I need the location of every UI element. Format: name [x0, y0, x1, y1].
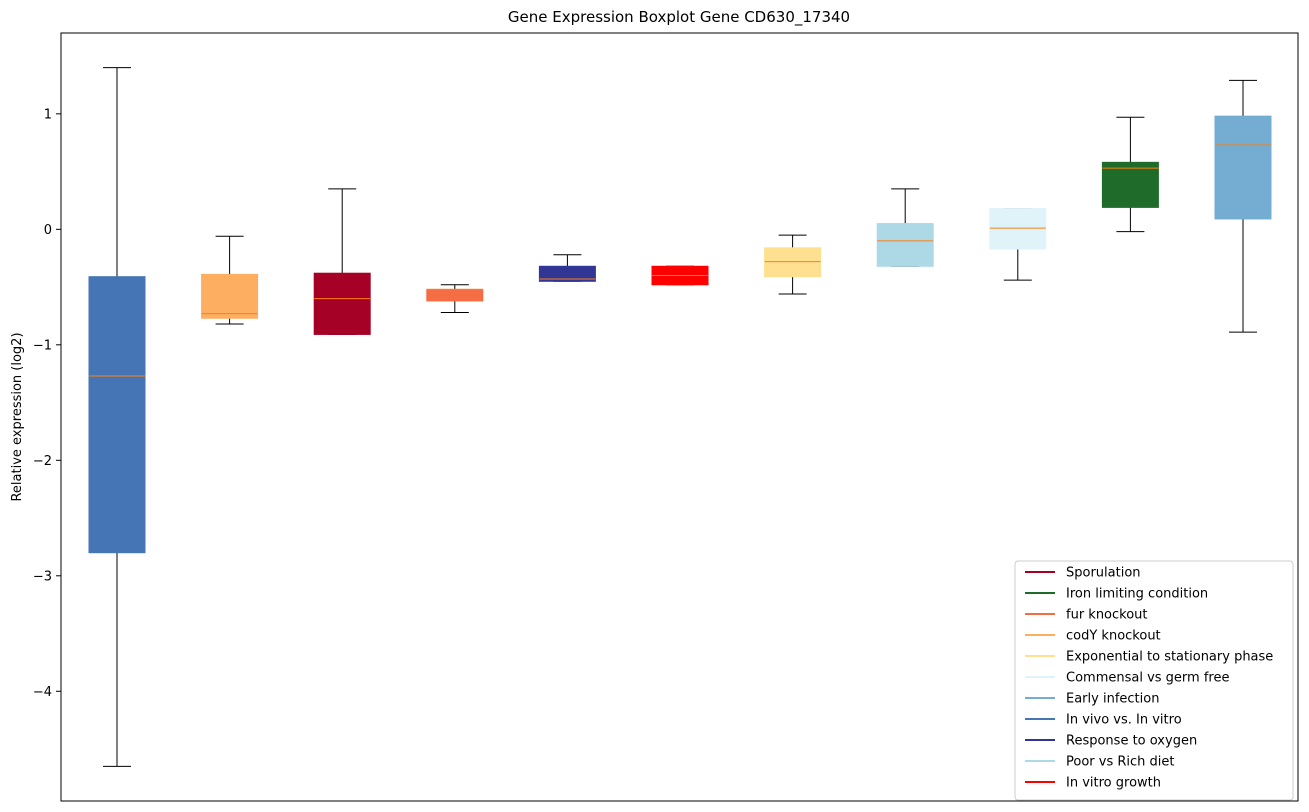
boxes-group [88, 67, 1272, 767]
y-axis-label: Relative expression (log2) [10, 332, 25, 501]
legend-label-9: Poor vs Rich diet [1066, 755, 1174, 770]
box-body-4 [538, 265, 596, 282]
box-4 [538, 254, 596, 282]
box-8 [989, 208, 1047, 281]
box-7 [876, 188, 934, 267]
legend-frame [1014, 560, 1294, 801]
chart-title: Gene Expression Boxplot Gene CD630_17340 [508, 8, 850, 27]
box-3 [426, 284, 484, 313]
y-axis-ticks: 1 0 −1 −2 −3 −4 [33, 107, 61, 700]
box-body-7 [876, 223, 934, 267]
legend-label-5: Commensal vs germ free [1066, 671, 1229, 686]
plot-frame [60, 32, 1299, 802]
box-5 [651, 265, 709, 286]
y-tick-label-4: −3 [33, 569, 52, 584]
legend-label-0: Sporulation [1066, 566, 1141, 581]
legend-label-1: Iron limiting condition [1066, 587, 1208, 602]
box-0 [88, 67, 146, 767]
y-tick-label-5: −4 [33, 685, 52, 700]
y-tick-label-2: −1 [33, 338, 52, 353]
y-tick-label-1: 0 [44, 223, 52, 238]
box-body-9 [1101, 161, 1159, 208]
legend: Sporulation Iron limiting condition fur kn… [1014, 560, 1294, 801]
box-9 [1101, 116, 1159, 233]
box-6 [764, 234, 822, 295]
box-1 [201, 235, 259, 325]
box-10 [1214, 79, 1272, 333]
legend-label-8: Response to oxygen [1066, 734, 1197, 749]
box-body-3 [426, 288, 484, 302]
legend-label-3: codY knockout [1066, 629, 1161, 644]
y-tick-label-3: −2 [33, 454, 52, 469]
box-body-8 [989, 208, 1047, 250]
y-tick-label-0: 1 [44, 107, 52, 122]
legend-label-6: Early infection [1066, 692, 1159, 707]
legend-label-10: In vitro growth [1066, 776, 1161, 791]
legend-label-4: Exponential to stationary phase [1066, 650, 1273, 665]
box-body-6 [764, 247, 822, 278]
legend-label-7: In vivo vs. In vitro [1066, 713, 1182, 728]
legend-label-2: fur knockout [1066, 608, 1148, 623]
box-2 [313, 188, 371, 335]
box-body-10 [1214, 115, 1272, 220]
box-body-2 [313, 272, 371, 335]
box-body-0 [88, 276, 146, 554]
box-body-1 [201, 273, 259, 319]
